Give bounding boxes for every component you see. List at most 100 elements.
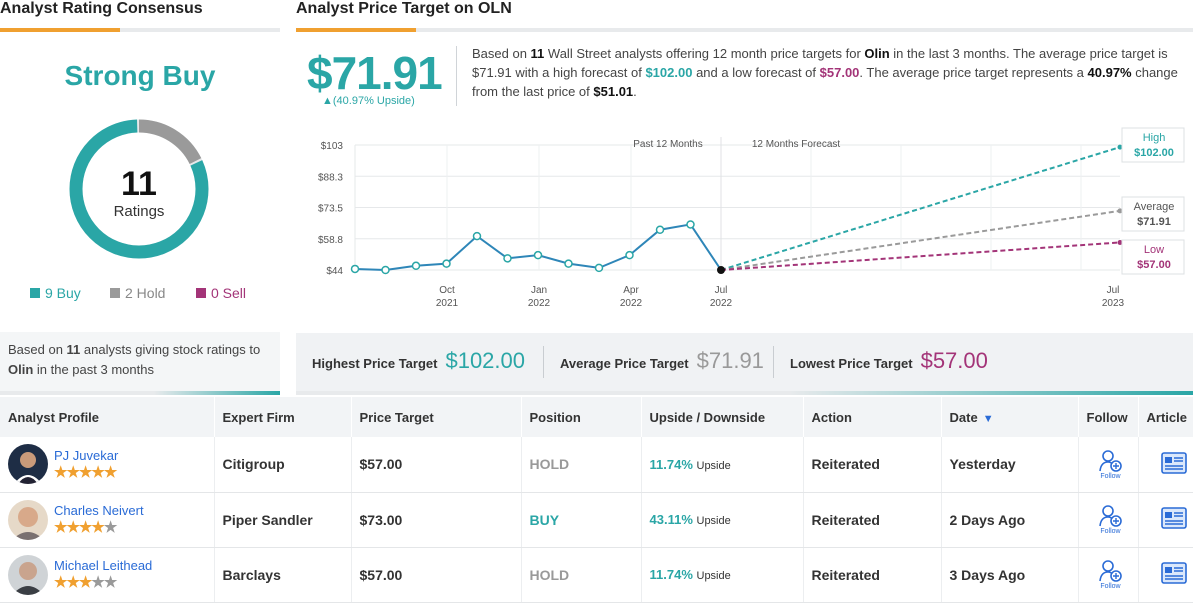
analyst-name-link[interactable]: Charles Neivert <box>54 503 144 518</box>
firm-cell: Barclays <box>214 547 352 603</box>
follow-label: Follow <box>1100 583 1121 590</box>
forecast-low-name: Low <box>1144 244 1164 256</box>
upside-cell: 43.11% Upside <box>641 492 804 548</box>
article-icon[interactable] <box>1160 562 1187 584</box>
average-target: Average Price Target $71.91 <box>560 348 764 374</box>
legend-hold-label: 2 Hold <box>125 285 166 301</box>
x-tick-year: 2022 <box>710 298 733 309</box>
upside-word: Upside <box>696 515 731 527</box>
column-header-label: Price Target <box>359 409 434 425</box>
average-target-label: Average Price Target <box>560 356 689 371</box>
history-point <box>594 263 604 273</box>
highest-target-label: Highest Price Target <box>312 356 438 371</box>
lowest-target-label: Lowest Price Target <box>790 356 913 371</box>
follow-button[interactable]: Follow <box>1092 504 1130 535</box>
x-tick-year: 2022 <box>620 298 643 309</box>
analyst-cell: PJ Juvekar ★★★★★ <box>0 437 215 493</box>
analyst-name-link[interactable]: Michael Leithead <box>54 558 153 573</box>
column-header-label: Position <box>529 409 581 425</box>
column-header-label: Upside / Downside <box>649 409 766 425</box>
upside-cell: 11.74% Upside <box>641 437 804 493</box>
upside-word: Upside <box>696 570 731 582</box>
last-price-point <box>717 266 725 274</box>
follow-label: Follow <box>1100 528 1121 535</box>
column-header: Price Target <box>351 397 522 437</box>
consensus-rating: Strong Buy <box>64 60 216 91</box>
legend-buy-label: 9 Buy <box>45 285 81 301</box>
x-tick-month: Apr <box>623 285 639 296</box>
y-tick-label: $58.8 <box>318 235 343 246</box>
follow-button[interactable]: Follow <box>1092 559 1130 590</box>
column-header-label: Date <box>949 409 978 425</box>
x-tick-month: Jul <box>715 285 728 296</box>
column-header: Expert Firm <box>214 397 352 437</box>
firm-cell: Piper Sandler <box>214 492 352 548</box>
price-target-cell: $57.00 <box>351 437 522 493</box>
x-tick-month: Jul <box>1107 285 1120 296</box>
upside-value: 11.74% <box>649 567 693 582</box>
ratings-count: 11 <box>121 165 157 203</box>
forecast-high-line <box>720 146 1121 271</box>
consensus-basis: Based on 11 analysts giving stock rating… <box>8 342 261 377</box>
forecast-average-label-box <box>1121 196 1185 232</box>
follow-button[interactable]: Follow <box>1092 449 1130 480</box>
column-header: Follow <box>1078 397 1139 437</box>
avatar[interactable] <box>8 444 48 485</box>
history-point <box>442 259 451 268</box>
donut-buy-arc <box>69 119 209 259</box>
price-target-bottom-bar <box>296 391 1193 395</box>
position-cell: HOLD <box>521 437 642 493</box>
x-tick-year: 2023 <box>1102 298 1125 309</box>
forecast-high-point <box>1117 144 1123 150</box>
x-tick-month: Oct <box>439 285 455 296</box>
follow-cell: Follow <box>1078 492 1139 548</box>
ratings-label: Ratings <box>113 203 165 220</box>
column-header[interactable]: Date ▼ <box>941 397 1079 437</box>
analyst-name-link[interactable]: PJ Juvekar <box>54 447 119 463</box>
y-tick-label: $88.3 <box>318 172 343 183</box>
star-rating: ★★★★★ <box>54 463 117 481</box>
forecast-high-name: High <box>1143 132 1166 144</box>
legend-sell-label: 0 Sell <box>211 285 247 301</box>
consensus-underline <box>0 28 280 32</box>
follow-icon <box>1098 449 1122 472</box>
legend-hold: 2 Hold <box>110 285 165 301</box>
table-row: Charles Neivert ★★★★★ Piper Sandler $73.00 B… <box>0 492 1193 548</box>
header-divider <box>456 46 457 106</box>
article-icon[interactable] <box>1160 451 1187 474</box>
avatar[interactable] <box>8 554 48 595</box>
forecast-low-line <box>720 241 1121 271</box>
consensus-bottom-bar <box>0 391 280 395</box>
average-price-target: $71.91 <box>307 47 443 99</box>
lowest-target-value: $57.00 <box>920 348 988 373</box>
history-point <box>564 259 573 268</box>
upside-value: 11.74% <box>649 456 693 472</box>
position-cell: HOLD <box>521 547 642 603</box>
price-target-description: Based on 11 Wall Street analysts offerin… <box>472 46 1178 99</box>
y-tick-label: $44 <box>326 266 343 277</box>
price-target-chart: $103 $88.3 $73.5 $58.8 $44 Oct 2021 Jan 2022 Apr 2… <box>318 127 1185 309</box>
column-header-label: Action <box>811 409 852 425</box>
legend-sell: 0 Sell <box>196 285 246 301</box>
analyst-cell: Michael Leithead ★★★★★ <box>0 547 215 603</box>
ratings-donut <box>69 119 209 259</box>
analyst-cell: Charles Neivert ★★★★★ <box>0 492 215 548</box>
column-header-label: Follow <box>1086 409 1128 425</box>
y-tick-label: $103 <box>321 141 344 152</box>
consensus-footer <box>0 332 280 392</box>
forecast-average-point <box>1117 208 1123 214</box>
sort-desc-icon[interactable]: ▼ <box>982 412 994 425</box>
column-header-label: Article <box>1146 409 1187 425</box>
article-icon[interactable] <box>1160 507 1187 529</box>
follow-icon <box>1098 505 1122 527</box>
y-tick-label: $73.5 <box>318 204 343 215</box>
follow-cell: Follow <box>1078 437 1139 493</box>
consensus-title: Analyst Rating Consensus <box>0 0 203 17</box>
forecast-average-line <box>720 209 1121 271</box>
avatar[interactable] <box>8 499 48 540</box>
x-tick-month: Jan <box>531 285 547 296</box>
forecast-average-name: Average <box>1134 201 1175 213</box>
date-cell: Yesterday <box>941 437 1079 493</box>
history-point <box>625 250 634 260</box>
position-cell: BUY <box>521 492 642 548</box>
